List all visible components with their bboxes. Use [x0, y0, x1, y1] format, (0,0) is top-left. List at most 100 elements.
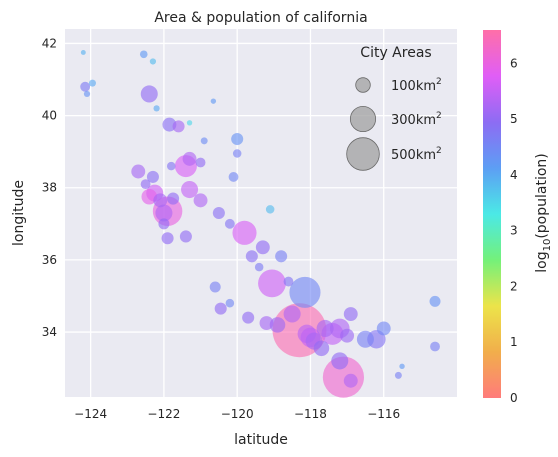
y-tick-label: 36 [42, 253, 57, 267]
city-point [153, 193, 168, 208]
colorbar-tick-label: 4 [510, 168, 518, 182]
city-point [356, 330, 374, 348]
city-point [139, 50, 148, 59]
colorbar-tick-label: 0 [510, 391, 518, 405]
city-point [80, 81, 91, 92]
colorbar-tick-label: 1 [510, 335, 518, 349]
city-point [155, 204, 173, 222]
city-point [232, 220, 257, 245]
colorbar-label-rest: (population) [534, 153, 550, 238]
legend-label-sup: 2 [436, 77, 442, 87]
x-tick-label: −120 [221, 407, 254, 421]
city-point [232, 149, 242, 158]
city-point [322, 356, 365, 398]
colorbar-tick-label: 5 [510, 112, 518, 126]
city-point [146, 170, 159, 183]
legend-marker [346, 137, 380, 171]
city-point [224, 218, 235, 229]
legend-marker [349, 105, 377, 133]
y-tick-labels: 34 36 38 40 42 [42, 36, 57, 339]
colorbar [483, 30, 501, 398]
city-point [161, 232, 174, 245]
city-point [245, 250, 258, 263]
city-point [131, 164, 146, 179]
points-layer [80, 49, 441, 398]
colorbar-label-main: log [534, 251, 550, 272]
city-point [200, 137, 208, 145]
chart-title: Area & population of california [154, 10, 367, 26]
city-point [209, 281, 221, 293]
legend-label-sup: 2 [436, 111, 442, 121]
city-point [167, 192, 180, 205]
city-point [166, 161, 176, 171]
city-point [83, 90, 91, 98]
city-point [258, 269, 286, 298]
city-point [195, 157, 206, 168]
city-point [182, 151, 197, 166]
x-tick-label: −124 [74, 407, 107, 421]
city-point [231, 133, 244, 146]
city-point [193, 193, 208, 208]
legend-label-text: 100km [391, 79, 436, 94]
city-point [399, 363, 405, 370]
city-point [313, 340, 330, 357]
city-point [212, 206, 225, 220]
city-point [186, 120, 193, 126]
city-point [179, 230, 192, 243]
city-point [376, 321, 391, 336]
legend-label-text: 500km [391, 148, 436, 163]
colorbar-tick-label: 2 [510, 279, 518, 293]
legend-label: 300km2 [391, 111, 442, 128]
city-point [316, 319, 334, 337]
city-point [259, 316, 274, 330]
city-point [80, 49, 86, 55]
city-point [88, 79, 96, 87]
city-point [289, 276, 321, 308]
city-point [149, 58, 157, 65]
city-point [228, 172, 239, 182]
city-point [214, 302, 227, 315]
x-tick-label: −122 [147, 407, 180, 421]
city-point [172, 120, 185, 133]
city-point [430, 341, 440, 352]
city-point [225, 298, 235, 308]
legend-title: City Areas [360, 45, 431, 61]
y-tick-label: 34 [42, 325, 57, 339]
y-tick-label: 42 [42, 36, 57, 50]
colorbar-tick-label: 6 [510, 56, 518, 70]
city-point [210, 98, 217, 104]
y-axis-label: longitude [11, 180, 27, 246]
city-point [343, 307, 358, 321]
colorbar-label-sub: 10 [542, 239, 553, 252]
plot-background [65, 29, 457, 397]
city-point [340, 328, 355, 343]
city-point [254, 262, 264, 272]
city-point [255, 240, 270, 255]
city-point [141, 188, 158, 205]
legend-label: 100km2 [391, 77, 442, 94]
city-point [283, 305, 301, 323]
city-point [269, 317, 286, 333]
city-point [394, 371, 402, 379]
city-point [265, 205, 275, 214]
city-point [242, 311, 255, 324]
city-point [153, 105, 160, 112]
y-tick-label: 40 [42, 109, 57, 123]
legend-label-text: 300km [391, 113, 436, 128]
legend-label: 500km2 [391, 146, 442, 163]
city-point [275, 250, 288, 263]
legend-label-sup: 2 [436, 146, 442, 156]
y-tick-label: 38 [42, 181, 57, 195]
colorbar-ticks: 0 1 2 3 4 5 6 [510, 56, 518, 405]
colorbar-tick-label: 3 [510, 224, 518, 238]
legend-marker [355, 77, 371, 93]
city-point [140, 179, 151, 190]
city-point [343, 373, 358, 388]
colorbar-label: log10(population) [534, 153, 553, 273]
city-point [140, 85, 158, 103]
city-point [283, 276, 294, 287]
x-tick-label: −118 [294, 407, 327, 421]
